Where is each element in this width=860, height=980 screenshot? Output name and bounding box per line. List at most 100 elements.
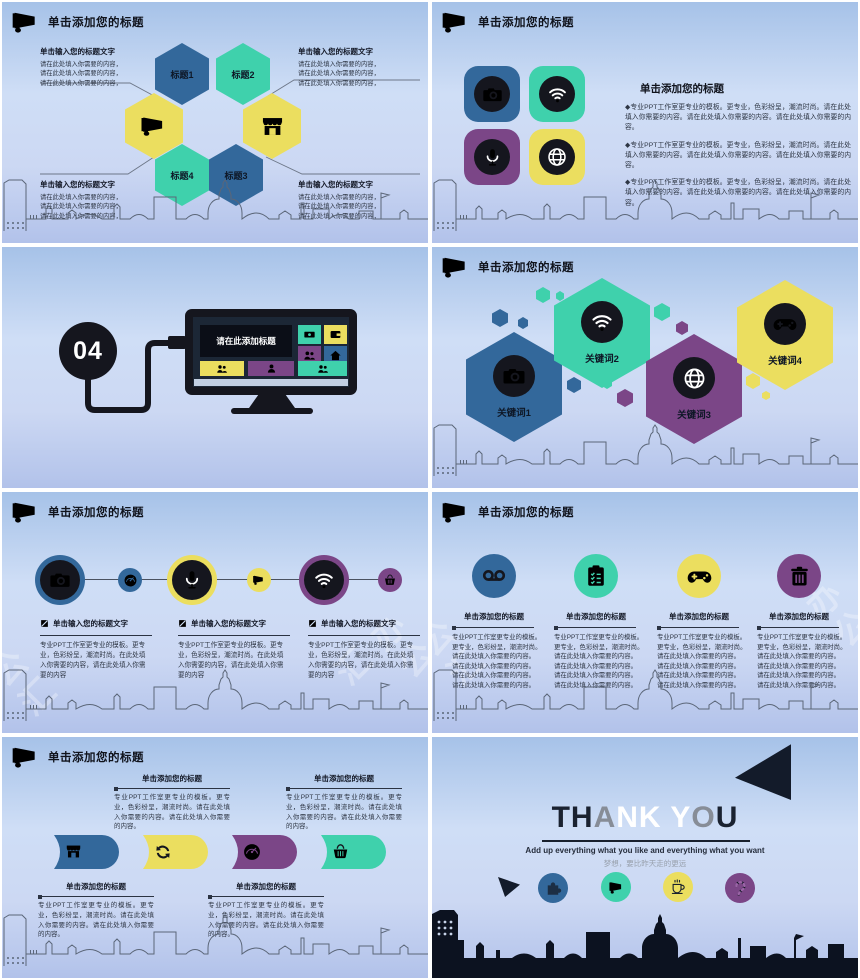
screen-title-box: 请在此添加标题 — [200, 325, 292, 357]
triangle-decoration-large — [735, 744, 791, 800]
person-icon — [266, 363, 277, 374]
column-text: 单击添加您的标题 专业PPT工作室更专业的模板。 更专业，色彩纷呈，潮流时尚。 … — [546, 611, 646, 691]
block-title: 单击输入您的标题文字 — [53, 619, 128, 628]
block-body: 专业PPT工作室更专业的模板。 更专业，色彩纷呈，潮流时尚。 请在此处填入你需要… — [554, 634, 644, 690]
flag-icon — [178, 619, 187, 628]
tag-text-top1: 单击添加您的标题 专业PPT工作室更专业的模板。更专业，色彩纷呈，潮流时尚。请在… — [114, 773, 230, 832]
slide-header: 单击添加您的标题 — [440, 9, 574, 35]
block-title: 单击输入您的标题文字 — [298, 47, 373, 56]
hexagon-keyword1: 关键词1 — [466, 332, 562, 442]
deco-hexagon — [762, 391, 770, 400]
hexagon-label: 标题3 — [224, 170, 248, 181]
block-body: 专业PPT工作室更专业的模板。更专业，色彩纷呈，潮流时尚。在此处填入你需要的内容… — [178, 642, 284, 679]
hexagon-title3: 标题3 — [209, 144, 263, 206]
section-heading: 单击添加您的标题 — [640, 83, 724, 95]
slide-5-timeline[interactable]: 单击添加您的标题 办公汇 办公汇 — [2, 492, 428, 733]
footer-circle-candy — [725, 873, 755, 903]
slide-8-thank-you[interactable]: THANK YOU Add up everything what you lik… — [432, 737, 858, 978]
store-icon — [259, 113, 286, 140]
slide-title: 单击添加您的标题 — [478, 507, 574, 519]
wifi-icon — [590, 310, 614, 334]
monitor-screen: 请在此添加标题 — [193, 317, 349, 387]
block-title: 单击添加您的标题 — [464, 612, 524, 621]
megaphone-icon — [608, 880, 625, 895]
slide-title: 单击添加您的标题 — [478, 17, 574, 29]
gauge-icon — [242, 842, 262, 862]
hexagon-keyword2: 关键词2 — [554, 278, 650, 388]
hexagon-megaphone — [125, 93, 183, 159]
timeline-text-column: 单击输入您的标题文字 专业PPT工作室更专业的模板。更专业，色彩纷呈，潮流时尚。… — [40, 618, 152, 681]
column-text: 单击添加您的标题 专业PPT工作室更专业的模板。 更专业，色彩纷呈，潮流时尚。 … — [444, 611, 544, 691]
tag-text-top2: 单击添加您的标题 专业PPT工作室更专业的模板。更专业，色彩纷呈，潮流时尚。请在… — [286, 773, 402, 832]
candy-cane-icon — [731, 879, 749, 897]
footer-circle-megaphone — [601, 872, 631, 902]
monitor: 请在此添加标题 — [185, 309, 357, 395]
slide-2-icon-squares[interactable]: 单击添加您的标题 单击添加您的标题 ◆专业PPT工作室更专业的模板。更专业，色彩… — [432, 2, 858, 243]
tile-globe — [529, 129, 585, 185]
deco-hexagon — [676, 321, 688, 335]
slide-header: 单击添加您的标题 — [440, 254, 574, 280]
timeline-node-microphone — [167, 555, 217, 605]
block-title: 单击添加您的标题 — [314, 774, 374, 783]
globe-icon — [546, 146, 568, 168]
clipboard-icon — [583, 563, 609, 589]
block-title: 单击添加您的标题 — [566, 612, 626, 621]
money-icon — [303, 328, 316, 341]
slide-4-keyword-hexagons[interactable]: 单击添加您的标题 关键词1 关键词2 — [432, 247, 858, 488]
footer-circle-coffee — [663, 872, 693, 902]
camera-icon — [482, 84, 503, 105]
block-body: 专业PPT工作室更专业的模板。 更专业，色彩纷呈，潮流时尚。 请在此处填入你需要… — [657, 634, 747, 690]
slide-header: 单击添加您的标题 — [10, 9, 144, 35]
block-body: 专业PPT工作室更专业的模板。更专业，色彩纷呈，潮流时尚。请在此处填入你需要的内… — [38, 902, 154, 939]
column-circle-gamepad — [677, 554, 721, 598]
deco-hexagon — [567, 377, 581, 393]
keyword-label: 关键词1 — [497, 408, 531, 419]
monitor-base — [231, 408, 313, 414]
microphone-icon — [482, 147, 503, 168]
tile-camera — [464, 66, 520, 122]
section-number-circle: 04 — [59, 322, 117, 380]
keyword-label: 关键词3 — [677, 410, 711, 421]
voicemail-icon — [481, 563, 507, 589]
megaphone-icon — [10, 499, 42, 525]
block-body: 专业PPT工作室更专业的模板。更专业，色彩纷呈，潮流时尚。请在此处填入你需要的内… — [208, 902, 324, 939]
thank-you-segment: O — [691, 801, 716, 834]
block-title: 单击添加您的标题 — [769, 612, 829, 621]
megaphone-icon — [10, 9, 42, 35]
slide-7-ribbon-tags[interactable]: 单击添加您的标题 单击添加您的标题 专业PPT工作室更专业的模板。更专业，色彩纷… — [2, 737, 428, 978]
block-title: 单击添加您的标题 — [669, 612, 729, 621]
gauge-icon — [123, 573, 138, 588]
screen-tile-money — [298, 325, 321, 344]
thank-you-title: THANK YOU — [432, 801, 858, 835]
timeline-node-megaphone — [247, 568, 271, 592]
slide-6-four-columns[interactable]: 单击添加您的标题 办公汇 办公汇 单击添加您的标题 专业PPT工作室更专业的模板… — [432, 492, 858, 733]
deco-hexagon — [654, 303, 670, 321]
triangle-decoration-small — [498, 877, 520, 897]
keyword-label: 关键词2 — [585, 354, 619, 365]
city-skyline-silhouette — [432, 900, 858, 978]
bullet-paragraph: ◆专业PPT工作室更专业的模板。更专业，色彩纷呈，潮流时尚。请在此处填入你需要的… — [625, 179, 851, 207]
subtitle-chinese: 梦想，要比昨天走的更远 — [603, 859, 687, 868]
block-title: 单击输入您的标题文字 — [298, 180, 373, 189]
hexagon-label: 标题2 — [231, 69, 255, 80]
slide-title: 单击添加您的标题 — [478, 262, 574, 274]
block-body: 专业PPT工作室更专业的模板。 更专业，色彩纷呈，潮流时尚。 请在此处填入你需要… — [452, 634, 542, 690]
gamepad-icon — [686, 563, 713, 590]
timeline-line — [60, 579, 392, 580]
hexagon-keyword3: 关键词3 — [646, 334, 742, 444]
bullet-list: ◆专业PPT工作室更专业的模板。更专业，色彩纷呈，潮流时尚。请在此处填入你需要的… — [625, 103, 851, 209]
basket-icon — [331, 842, 350, 861]
slide-3-section-04-monitor[interactable]: 04 请在此添加标题 — [2, 247, 428, 488]
bullet-paragraph: ◆专业PPT工作室更专业的模板。更专业，色彩纷呈，潮流时尚。请在此处填入你需要的… — [625, 104, 851, 132]
slide-header: 单击添加您的标题 — [10, 744, 144, 770]
flag-icon — [308, 619, 317, 628]
people-icon — [317, 363, 329, 375]
slide-1-hexagon-diagram[interactable]: 单击添加您的标题 单击输入您的标题文字 请在此处填入你需要的内容， 请在此处填入… — [2, 2, 428, 243]
puzzle-icon — [544, 879, 562, 897]
block-body: 专业PPT工作室更专业的模板。 更专业，色彩纷呈，潮流时尚。 请在此处填入你需要… — [757, 634, 847, 690]
tile-wifi — [529, 66, 585, 122]
slide-title: 单击添加您的标题 — [48, 17, 144, 29]
screen-title: 请在此添加标题 — [216, 336, 276, 346]
timeline-node-gauge — [118, 568, 142, 592]
